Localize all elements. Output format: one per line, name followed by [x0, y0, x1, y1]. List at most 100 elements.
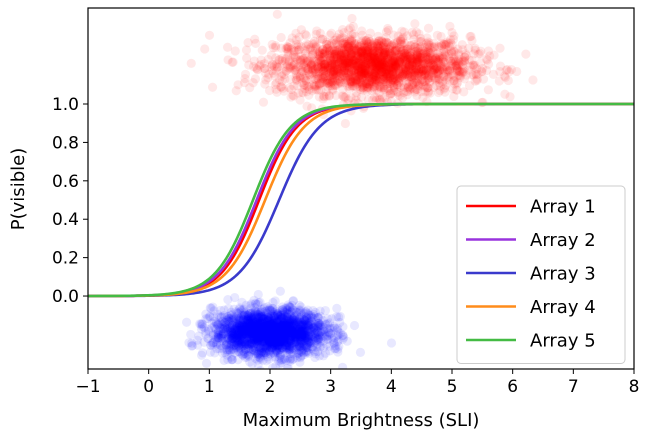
scatter-point-0 [288, 90, 298, 101]
scatter-point-0 [412, 50, 422, 60]
scatter-point-0 [424, 42, 435, 52]
scatter-point-0 [348, 73, 358, 84]
scatter-point-0 [319, 59, 329, 69]
scatter-point-1 [181, 317, 192, 327]
scatter-point-0 [438, 62, 448, 72]
scatter-point-0 [390, 61, 400, 71]
scatter-point-0 [334, 47, 344, 57]
scatter-point-0 [410, 46, 420, 57]
scatter-point-0 [296, 42, 306, 52]
scatter-point-0 [271, 59, 281, 69]
scatter-point-0 [388, 70, 398, 80]
scatter-point-0 [397, 93, 408, 103]
scatter-point-0 [365, 28, 375, 38]
scatter-point-0 [355, 76, 366, 86]
scatter-point-0 [359, 60, 369, 70]
scatter-point-0 [364, 68, 374, 78]
scatter-point-0 [325, 52, 335, 63]
scatter-point-0 [444, 49, 454, 59]
scatter-point-0 [324, 78, 334, 88]
scatter-point-1 [386, 338, 397, 348]
scatter-point-0 [380, 47, 390, 57]
scatter-point-0 [355, 48, 365, 58]
scatter-point-0 [327, 77, 337, 87]
scatter-point-0 [307, 64, 317, 74]
scatter-point-0 [359, 40, 369, 50]
scatter-point-0 [318, 91, 329, 101]
scatter-point-0 [378, 58, 388, 68]
scatter-point-0 [284, 55, 294, 65]
scatter-point-0 [314, 47, 324, 57]
scatter-point-0 [392, 45, 402, 55]
scatter-point-0 [359, 61, 369, 71]
scatter-point-0 [381, 57, 391, 67]
scatter-point-0 [311, 85, 321, 95]
scatter-point-0 [339, 66, 349, 76]
scatter-point-0 [431, 81, 441, 91]
scatter-point-0 [423, 64, 433, 75]
scatter-point-0 [272, 87, 282, 97]
scatter-point-0 [439, 72, 449, 82]
scatter-point-0 [476, 46, 486, 56]
scatter-point-1 [249, 295, 259, 305]
scatter-point-0 [279, 86, 289, 96]
scatter-point-0 [321, 91, 332, 101]
scatter-point-0 [317, 65, 327, 75]
scatter-point-0 [322, 39, 332, 50]
x-axis-label: Maximum Brightness (SLI) [243, 410, 480, 431]
scatter-point-0 [317, 53, 327, 63]
scatter-point-0 [331, 49, 341, 59]
scatter-point-0 [200, 44, 210, 54]
scatter-point-0 [385, 58, 395, 68]
scatter-point-0 [306, 61, 316, 71]
scatter-point-0 [381, 27, 391, 37]
scatter-point-0 [414, 42, 425, 52]
scatter-point-0 [339, 92, 350, 103]
scatter-point-0 [357, 30, 367, 40]
scatter-point-0 [413, 67, 424, 77]
scatter-point-0 [370, 74, 380, 84]
scatter-point-0 [366, 59, 376, 69]
scatter-point-0 [403, 87, 413, 97]
scatter-point-0 [308, 79, 318, 90]
scatter-point-0 [390, 74, 401, 84]
scatter-point-0 [325, 62, 335, 72]
scatter-point-0 [356, 49, 366, 59]
scatter-point-0 [378, 64, 388, 74]
scatter-point-0 [439, 71, 449, 82]
scatter-point-0 [292, 45, 302, 55]
scatter-point-0 [319, 65, 329, 75]
scatter-point-0 [382, 65, 392, 75]
scatter-point-0 [403, 40, 413, 51]
scatter-point-0 [355, 47, 365, 57]
scatter-point-0 [313, 49, 323, 59]
scatter-point-0 [335, 50, 346, 60]
scatter-point-0 [353, 47, 363, 57]
scatter-point-0 [399, 45, 409, 55]
scatter-point-0 [393, 31, 403, 41]
scatter-point-0 [269, 61, 279, 72]
scatter-point-0 [331, 90, 341, 101]
scatter-point-0 [433, 75, 443, 85]
scatter-point-0 [387, 51, 397, 61]
scatter-point-0 [327, 52, 337, 62]
scatter-point-0 [435, 75, 445, 85]
scatter-point-0 [400, 48, 410, 58]
scatter-point-0 [245, 83, 255, 93]
scatter-point-0 [369, 84, 379, 94]
scatter-point-0 [368, 46, 378, 56]
scatter-point-0 [404, 76, 414, 86]
scatter-point-0 [352, 62, 362, 72]
scatter-point-0 [413, 56, 423, 67]
scatter-point-0 [277, 71, 287, 81]
scatter-point-0 [367, 53, 377, 63]
y-axis: 0.0 0.2 0.4 0.6 0.8 1.0 [52, 95, 88, 307]
scatter-point-0 [421, 49, 431, 60]
scatter-point-0 [327, 81, 337, 91]
scatter-point-0 [471, 69, 481, 79]
scatter-point-0 [378, 52, 388, 63]
scatter-point-0 [351, 74, 361, 84]
scatter-point-0 [442, 65, 452, 75]
scatter-point-0 [412, 56, 422, 67]
scatter-point-0 [343, 39, 353, 49]
